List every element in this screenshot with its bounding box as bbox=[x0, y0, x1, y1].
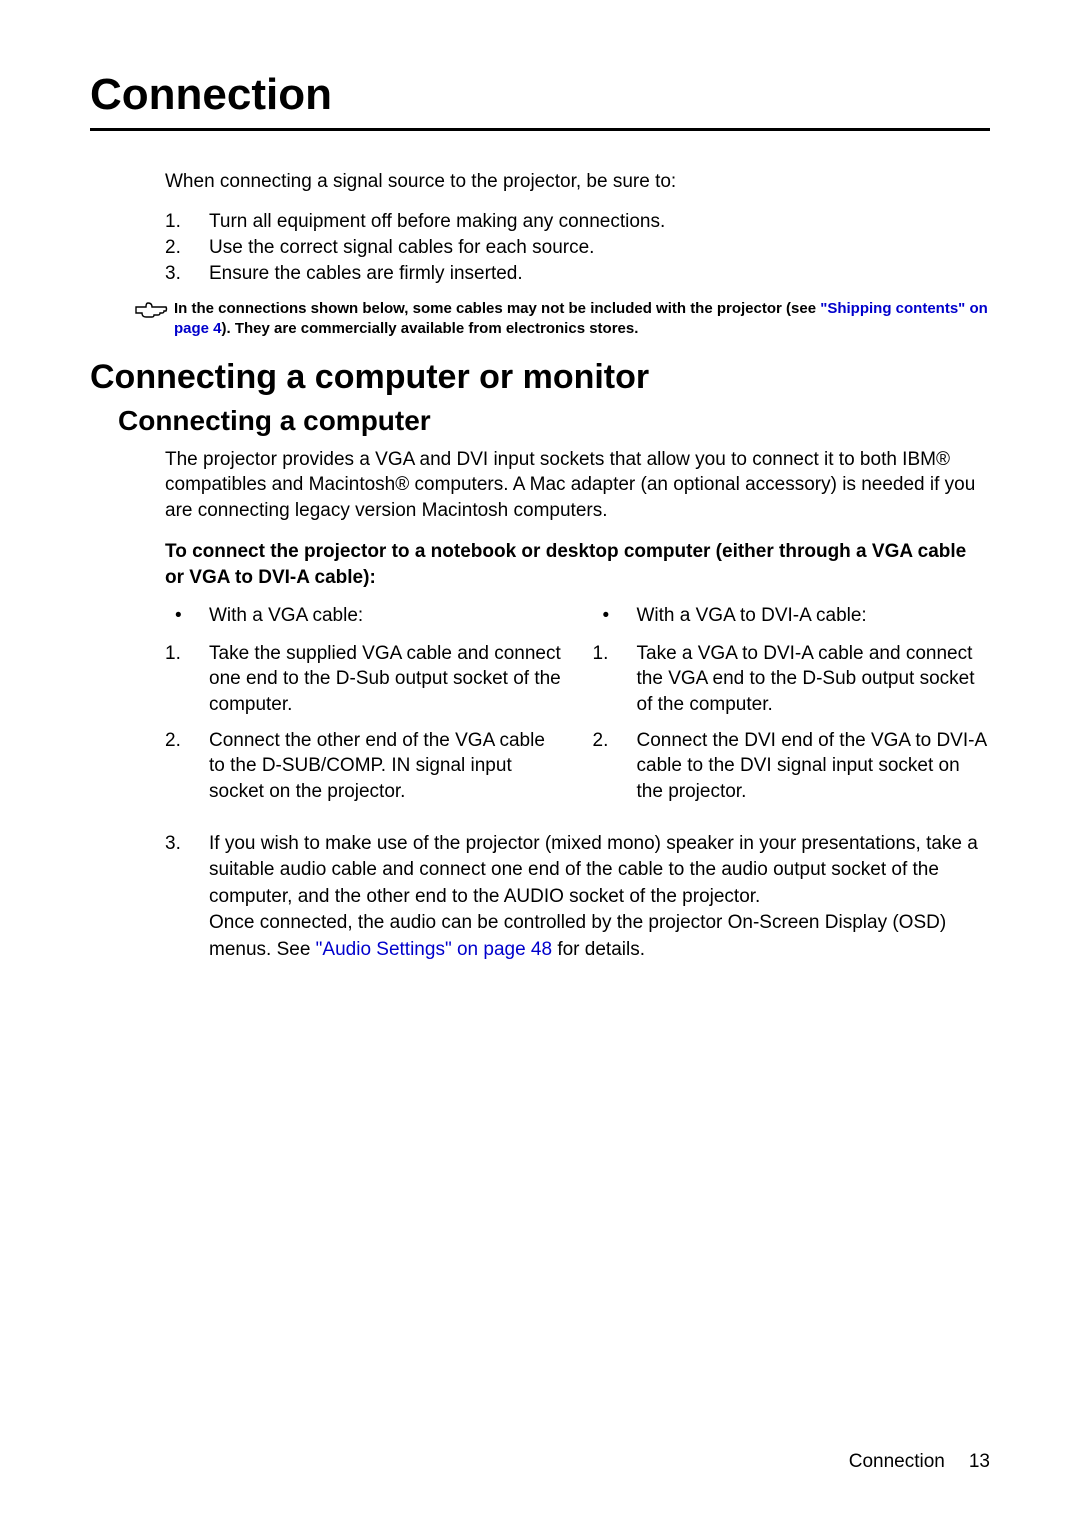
note-text-pre: In the connections shown below, some cab… bbox=[174, 300, 820, 317]
column-dvi: •With a VGA to DVI-A cable: 1.Take a VGA… bbox=[593, 605, 991, 815]
page-title: Connection bbox=[90, 70, 990, 131]
two-column-steps: •With a VGA cable: 1.Take the supplied V… bbox=[165, 605, 990, 815]
list-item: Ensure the cables are firmly inserted. bbox=[209, 263, 523, 285]
note-text-post: ). They are commercially available from … bbox=[222, 320, 639, 337]
step3-para1: If you wish to make use of the projector… bbox=[209, 833, 978, 907]
column-vga: •With a VGA cable: 1.Take the supplied V… bbox=[165, 605, 563, 815]
footer-page-number: 13 bbox=[969, 1451, 990, 1472]
step-text: Connect the other end of the VGA cable t… bbox=[209, 728, 563, 805]
step-text: Take the supplied VGA cable and connect … bbox=[209, 641, 563, 718]
section-heading-computer-monitor: Connecting a computer or monitor bbox=[90, 358, 990, 397]
pointing-hand-icon bbox=[134, 299, 168, 319]
step-text: Connect the DVI end of the VGA to DVI-A … bbox=[637, 728, 991, 805]
bullet-label: With a VGA to DVI-A cable: bbox=[637, 605, 867, 627]
page-footer: Connection 13 bbox=[849, 1451, 990, 1473]
footer-label: Connection bbox=[849, 1451, 945, 1472]
link-audio-settings[interactable]: "Audio Settings" on page 48 bbox=[316, 939, 552, 960]
intro-text: When connecting a signal source to the p… bbox=[165, 171, 990, 193]
list-item: Use the correct signal cables for each s… bbox=[209, 237, 594, 259]
bullet-label: With a VGA cable: bbox=[209, 605, 363, 627]
note-callout: In the connections shown below, some cab… bbox=[134, 299, 990, 340]
paragraph: The projector provides a VGA and DVI inp… bbox=[165, 447, 990, 524]
step-3: 3. If you wish to make use of the projec… bbox=[165, 831, 990, 964]
list-item: Turn all equipment off before making any… bbox=[209, 211, 665, 233]
subsection-heading-computer: Connecting a computer bbox=[118, 405, 990, 437]
procedure-heading: To connect the projector to a notebook o… bbox=[165, 539, 990, 590]
step3-para2b: for details. bbox=[552, 939, 645, 960]
step-text: Take a VGA to DVI-A cable and connect th… bbox=[637, 641, 991, 718]
intro-list: 1.Turn all equipment off before making a… bbox=[165, 211, 990, 285]
